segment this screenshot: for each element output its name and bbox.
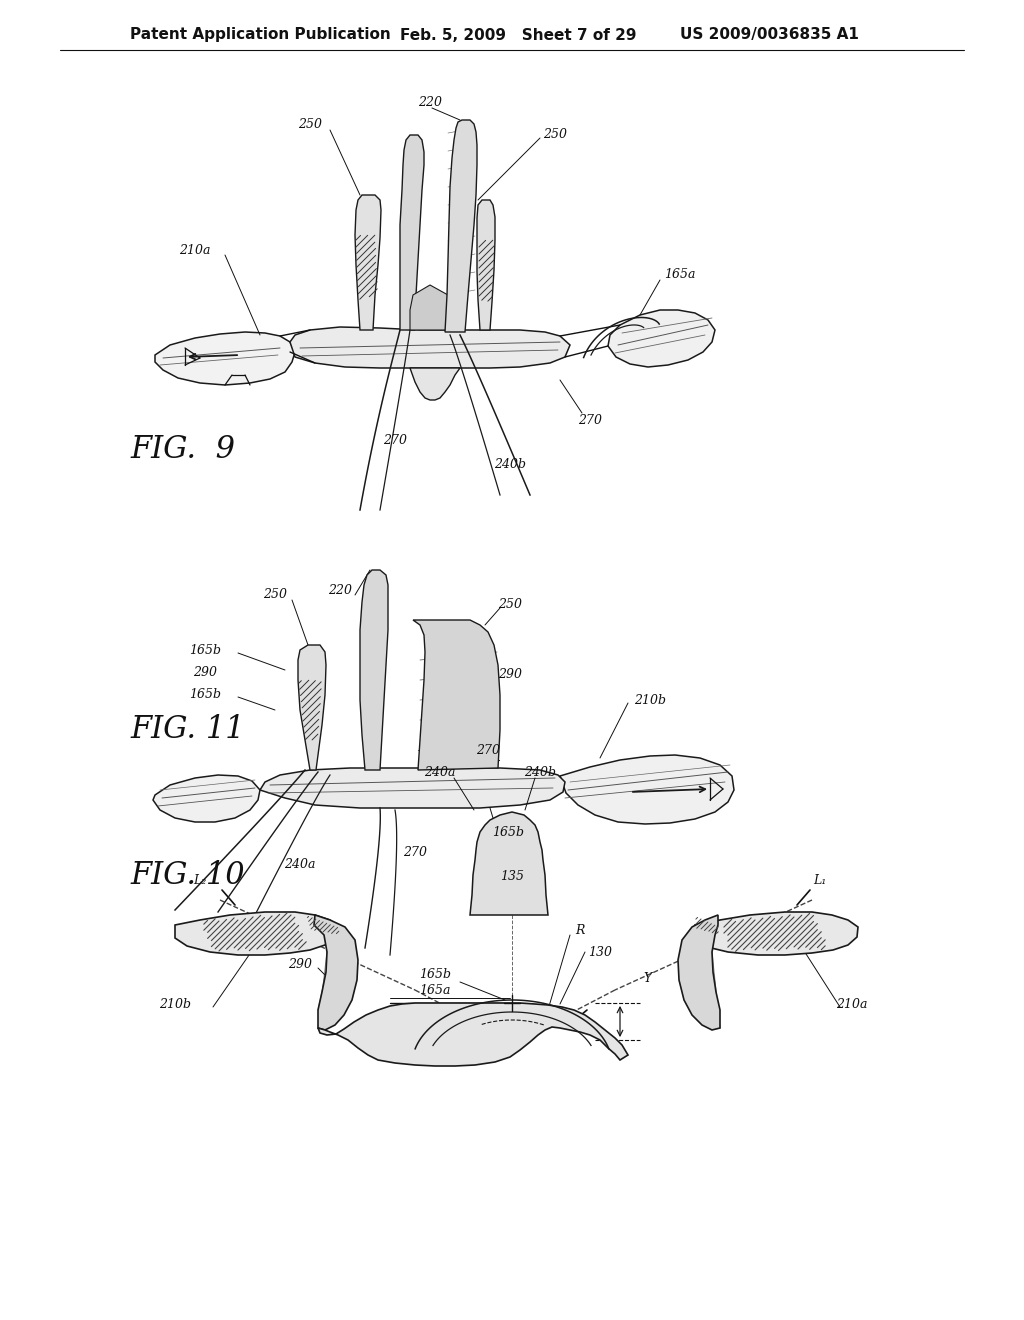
Text: 270: 270 (383, 433, 407, 446)
Polygon shape (155, 333, 295, 385)
Text: 210b: 210b (634, 693, 666, 706)
Text: 250: 250 (498, 598, 522, 611)
Text: R: R (575, 924, 585, 936)
Polygon shape (445, 120, 477, 333)
Text: 240a: 240a (285, 858, 315, 871)
Text: L₂: L₂ (194, 874, 207, 887)
Text: Patent Application Publication: Patent Application Publication (130, 28, 391, 42)
Polygon shape (560, 755, 734, 824)
Text: 220: 220 (418, 95, 442, 108)
Text: 165a: 165a (665, 268, 695, 281)
Polygon shape (410, 368, 460, 400)
Polygon shape (477, 201, 495, 330)
Text: FIG. 10: FIG. 10 (130, 859, 245, 891)
Text: 270: 270 (578, 413, 602, 426)
Text: Feb. 5, 2009   Sheet 7 of 29: Feb. 5, 2009 Sheet 7 of 29 (400, 28, 637, 42)
Polygon shape (355, 195, 381, 330)
Polygon shape (608, 310, 715, 367)
Text: 250: 250 (543, 128, 567, 141)
Polygon shape (400, 135, 424, 330)
Text: 290: 290 (193, 665, 217, 678)
Text: 165b: 165b (492, 825, 524, 838)
Text: FIG. 11: FIG. 11 (130, 714, 245, 746)
Text: 290: 290 (288, 958, 312, 972)
Polygon shape (290, 327, 570, 368)
Text: 210a: 210a (179, 243, 211, 256)
Text: 240b: 240b (524, 766, 556, 779)
Polygon shape (470, 812, 548, 915)
Text: 270: 270 (476, 743, 500, 756)
Text: 165b: 165b (189, 644, 221, 656)
Polygon shape (314, 915, 358, 1030)
Text: 250: 250 (263, 589, 287, 602)
Text: L₁: L₁ (813, 874, 826, 887)
Polygon shape (678, 915, 720, 1030)
Text: US 2009/0036835 A1: US 2009/0036835 A1 (680, 28, 859, 42)
Polygon shape (260, 768, 565, 808)
Text: 250: 250 (298, 119, 322, 132)
Text: Y: Y (644, 972, 652, 985)
Polygon shape (413, 620, 500, 770)
Text: 240a: 240a (424, 766, 456, 779)
Polygon shape (175, 912, 338, 954)
Text: 165b: 165b (419, 969, 451, 982)
Polygon shape (410, 285, 451, 330)
Text: 210a: 210a (837, 998, 867, 1011)
Polygon shape (360, 570, 388, 770)
Polygon shape (298, 645, 326, 770)
Text: 210b: 210b (159, 998, 191, 1011)
Text: 240b: 240b (494, 458, 526, 471)
Text: 165a: 165a (419, 983, 451, 997)
Polygon shape (692, 912, 858, 954)
Text: 130: 130 (588, 945, 612, 958)
Text: 290: 290 (498, 668, 522, 681)
Text: 270: 270 (403, 846, 427, 858)
Polygon shape (153, 775, 260, 822)
Text: FIG.  9: FIG. 9 (130, 434, 234, 466)
Polygon shape (318, 1003, 628, 1067)
Text: 165b: 165b (189, 688, 221, 701)
Text: 220: 220 (328, 583, 352, 597)
Text: 135: 135 (500, 870, 524, 883)
